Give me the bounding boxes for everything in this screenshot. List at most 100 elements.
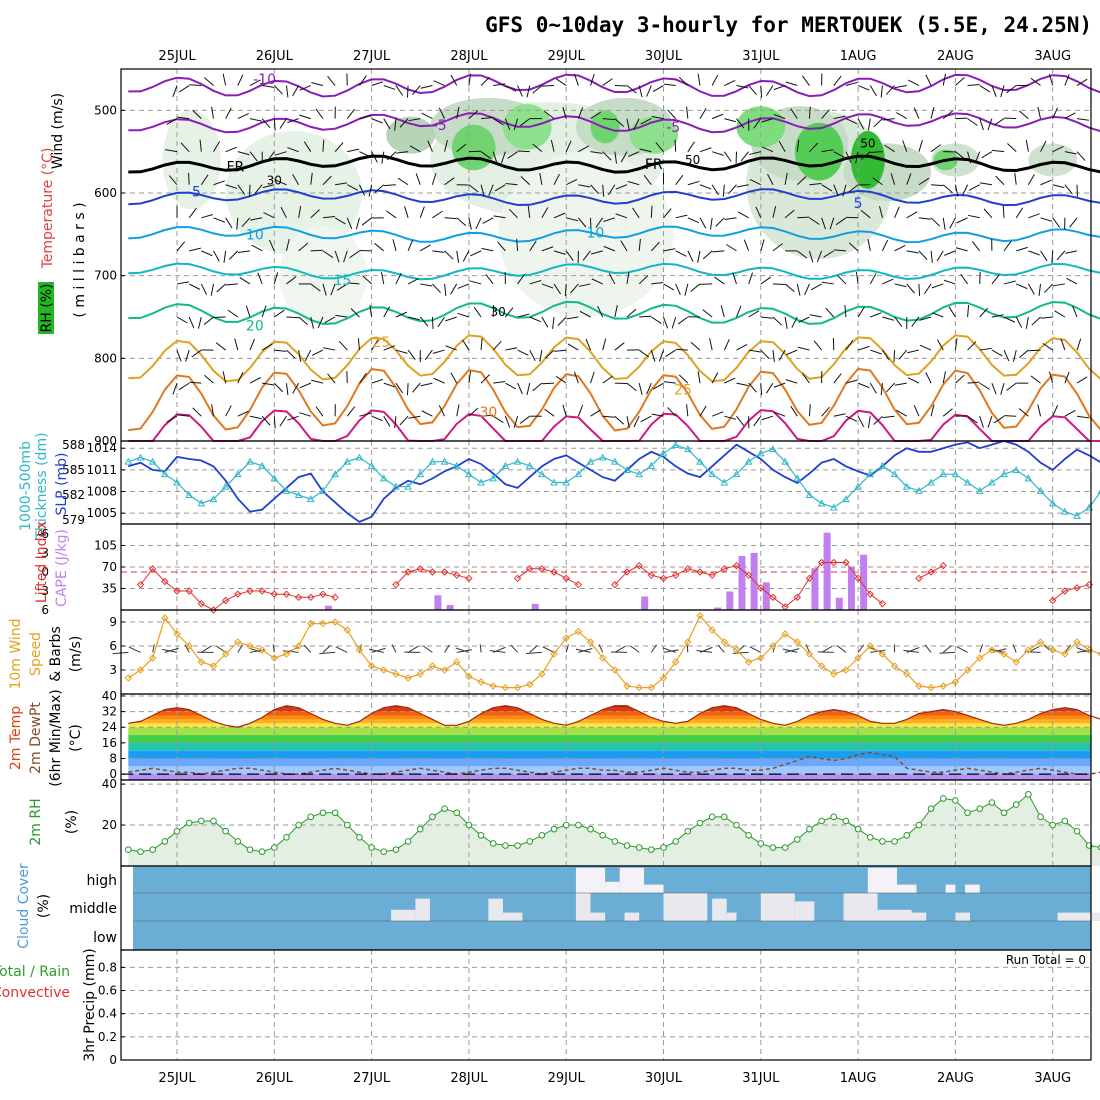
wind-barb xyxy=(918,217,931,220)
wind-barb xyxy=(176,316,188,324)
wind-barb xyxy=(614,151,618,164)
wind-barb xyxy=(541,283,554,289)
wind-barb xyxy=(274,309,285,318)
rh2m-axis-label: 2m RH xyxy=(28,798,44,845)
thickness-point xyxy=(756,449,765,457)
rh2m-point xyxy=(1000,809,1008,817)
run-total-label: Run Total = 0 xyxy=(1006,953,1086,967)
wind-barb xyxy=(809,217,820,225)
thickness-point xyxy=(367,461,376,469)
wind-barb xyxy=(359,75,367,86)
wind-barb xyxy=(374,184,385,193)
wind-barb xyxy=(675,174,684,186)
wind-barb xyxy=(626,272,630,285)
thickness-point xyxy=(538,470,546,478)
wind-barb xyxy=(590,371,595,384)
wind-barb xyxy=(492,118,504,126)
wind-barb xyxy=(949,217,956,229)
temp-band xyxy=(128,711,1091,716)
wind-barb xyxy=(322,139,325,152)
date-label-top: 2AUG xyxy=(937,49,974,64)
wind-barb xyxy=(614,415,625,425)
cloud-segment xyxy=(901,912,927,921)
wind-barb xyxy=(686,106,689,119)
wind-barb xyxy=(338,340,348,351)
wind-barb xyxy=(845,415,858,422)
wind-barb xyxy=(371,118,383,124)
cloud-segment xyxy=(897,884,917,893)
wind-barb xyxy=(919,316,932,321)
rh2m-point xyxy=(514,842,521,849)
temp-tick-label: 8 xyxy=(109,752,117,766)
wind-barb xyxy=(213,217,225,223)
wind-barb xyxy=(650,241,660,252)
wind-barb xyxy=(675,283,681,296)
wind-barb xyxy=(1064,74,1070,86)
wind-barb xyxy=(539,349,543,362)
cloud-segment xyxy=(575,867,606,893)
wind-barb xyxy=(250,217,263,221)
thickness-point xyxy=(696,457,704,465)
profile-panel: -10 -5 -5 FR FR 5 5 10 10 15 20 25 25 30 30 30 50 50 500 60… xyxy=(94,68,1100,448)
wind-speed-point xyxy=(136,666,145,674)
wind-barb xyxy=(251,244,263,252)
wind-barb xyxy=(298,349,302,362)
wind-barb xyxy=(646,85,652,97)
cloud-segment xyxy=(605,881,620,893)
wind-barb xyxy=(450,283,458,295)
lifted-index-point xyxy=(331,593,339,602)
thickness-point xyxy=(185,490,194,498)
thickness-point xyxy=(1048,499,1057,507)
wind-barb xyxy=(640,118,652,125)
wind-barb xyxy=(424,349,433,360)
wind-barb xyxy=(1052,107,1059,119)
wind-barb-10m xyxy=(686,644,689,653)
wind-barb xyxy=(480,374,490,384)
lifted-index-point xyxy=(1048,596,1057,605)
wind-barb xyxy=(796,250,808,259)
wind-barb xyxy=(419,244,431,252)
thickness-point xyxy=(258,461,266,469)
wind-barb xyxy=(192,109,202,119)
wind-barb xyxy=(1015,316,1023,328)
wind-barb xyxy=(810,283,822,291)
cape-bar xyxy=(738,555,746,610)
wind-barb xyxy=(712,250,725,253)
wind-barb xyxy=(772,205,777,218)
rh2m-point xyxy=(526,838,534,845)
wind-barb xyxy=(979,416,984,428)
wind-barb xyxy=(845,81,858,87)
rh2m-point xyxy=(672,838,679,845)
wind-barb xyxy=(882,118,895,121)
wind-barb xyxy=(200,174,209,186)
wind-barb xyxy=(578,145,590,153)
wind-barb xyxy=(632,207,640,219)
wind-barb xyxy=(225,283,238,286)
rh2m-point xyxy=(343,821,351,829)
wind-barb xyxy=(310,209,320,219)
wind-barb xyxy=(394,416,397,429)
isotherm-label: 5 xyxy=(192,184,201,200)
wind-barb xyxy=(736,305,742,318)
wind-barb xyxy=(628,151,640,158)
wind-barb-10m xyxy=(614,645,626,653)
wind-barb xyxy=(960,273,968,285)
wind-barb xyxy=(790,108,798,119)
wind-barb xyxy=(879,206,883,218)
wind-barb xyxy=(772,243,783,252)
wind-speed-point xyxy=(367,662,376,670)
wind-barb xyxy=(468,217,472,230)
wind-barb xyxy=(1003,349,1010,362)
wind-barb xyxy=(1051,250,1054,263)
wind-speed-point xyxy=(234,638,242,646)
wind-barb xyxy=(697,73,701,86)
wind-barb xyxy=(652,85,664,92)
thickness-point xyxy=(355,453,364,461)
wind10m-unit-label: (m/s) xyxy=(68,636,84,673)
wind-barb xyxy=(274,349,287,352)
wind-barb xyxy=(241,217,251,228)
wind-barb xyxy=(979,85,991,93)
lifted-index-point xyxy=(453,571,461,579)
wind-barb xyxy=(395,85,404,96)
thickness-point xyxy=(306,495,315,503)
